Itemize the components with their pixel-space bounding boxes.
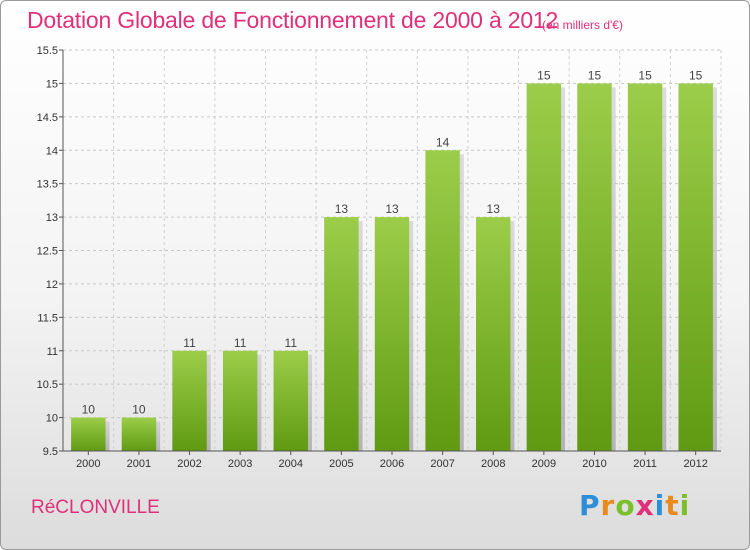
bar <box>71 417 106 451</box>
bar <box>526 83 562 452</box>
bar-value-label: 14 <box>436 135 450 149</box>
bar-value-label: 13 <box>335 202 349 216</box>
bar <box>374 217 410 451</box>
bars: 10 10 11 11 11 13 13 14 13 15 15 15 15 <box>71 68 717 452</box>
y-tick-label: 14.5 <box>37 112 58 124</box>
bar-value-label: 11 <box>285 336 298 350</box>
y-tick-label: 9.5 <box>43 446 58 458</box>
bar <box>425 150 460 451</box>
x-tick-label: 2009 <box>532 458 556 470</box>
x-tick-label: 2003 <box>228 458 252 470</box>
x-tick-label: 2011 <box>633 458 657 470</box>
bar-value-label: 13 <box>487 202 501 216</box>
y-tick-label: 14 <box>46 145 58 157</box>
bar-value-label: 15 <box>537 68 551 82</box>
y-tick-label: 15 <box>46 78 58 90</box>
logo-letter: i <box>654 489 666 522</box>
bar-value-label: 11 <box>234 336 247 350</box>
logo-letter: t <box>665 489 680 522</box>
bar-value-label: 10 <box>132 403 146 417</box>
bar-value-label: 10 <box>82 403 96 417</box>
bar <box>627 83 663 452</box>
logo-letter: x <box>635 489 655 522</box>
y-tick-label: 12.5 <box>37 246 58 258</box>
bar-value-label: 15 <box>689 68 703 82</box>
x-tick-label: 2007 <box>430 458 454 470</box>
y-tick-label: 11.5 <box>37 312 58 324</box>
bar <box>678 83 713 452</box>
bar <box>324 217 359 451</box>
y-tick-label: 12 <box>46 279 58 291</box>
x-tick-label: 2005 <box>329 458 353 470</box>
x-tick-label: 2010 <box>582 458 606 470</box>
bar-value-label: 15 <box>638 68 652 82</box>
y-tick-label: 13.5 <box>37 179 58 191</box>
y-tick-label: 11 <box>47 346 58 358</box>
logo-letter: i <box>679 489 691 522</box>
chart-unit-note: (en milliers d'€) <box>542 18 623 32</box>
bar <box>273 350 308 451</box>
x-tick-label: 2004 <box>279 458 303 470</box>
chart-title: Dotation Globale de Fonctionnement de 20… <box>27 7 559 33</box>
bar <box>222 350 258 451</box>
bar <box>476 217 511 451</box>
x-tick-label: 2008 <box>481 458 505 470</box>
bar <box>121 417 157 451</box>
x-tick-label: 2006 <box>380 458 404 470</box>
bar <box>172 350 207 451</box>
y-tick-label: 10.5 <box>37 379 58 391</box>
bar-value-label: 15 <box>588 68 602 82</box>
bar-value-label: 13 <box>385 202 399 216</box>
y-tick-label: 13 <box>46 212 58 224</box>
x-tick-label: 2012 <box>683 458 707 470</box>
y-tick-label: 10 <box>46 413 58 425</box>
x-tick-label: 2000 <box>76 458 100 470</box>
x-tick-label: 2001 <box>127 458 151 470</box>
axes: 9.5 10 10.5 11 11.5 12 12.5 13 13.5 14 14.5 15 15.5 2… <box>37 45 721 470</box>
bar <box>577 83 612 452</box>
logo-letter: o <box>615 489 636 522</box>
commune-name: RéCLONVILLE <box>31 497 160 518</box>
logo-letter: r <box>600 489 616 522</box>
logo-letter: P <box>579 489 601 522</box>
y-tick-label: 15.5 <box>37 45 58 57</box>
x-tick-label: 2002 <box>177 458 201 470</box>
bar-value-label: 11 <box>183 336 196 350</box>
proxiti-logo: Proxiti <box>579 489 690 522</box>
